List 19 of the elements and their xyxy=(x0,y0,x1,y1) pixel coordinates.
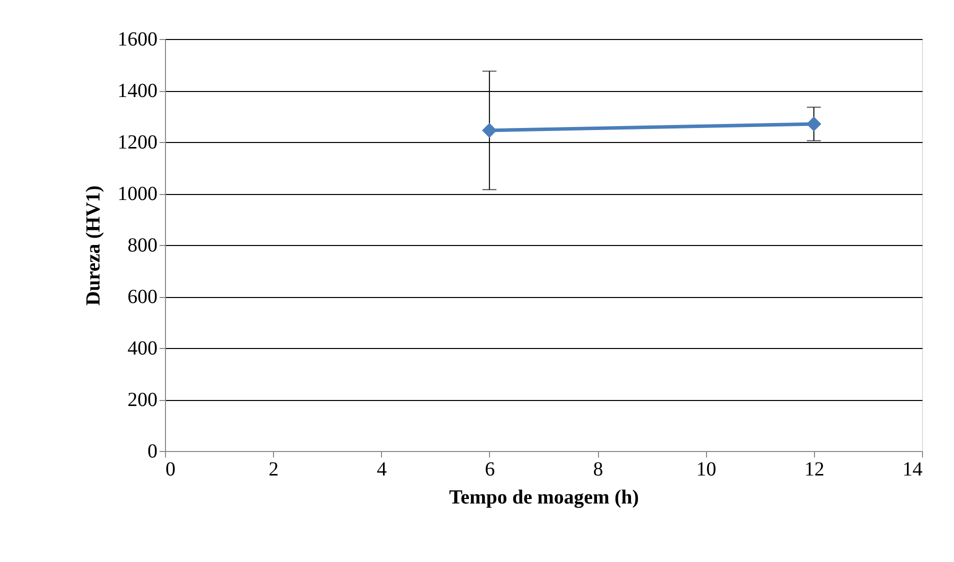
x-tick-label: 8 xyxy=(593,458,604,480)
y-tick-label: 400 xyxy=(128,338,158,360)
x-tick-label: 4 xyxy=(376,458,387,480)
x-tick-label: 0 xyxy=(166,458,176,480)
x-tick-label: 2 xyxy=(268,458,279,480)
x-axis-title: Tempo de moagem (h) xyxy=(449,486,639,508)
x-tick-label: 6 xyxy=(484,458,495,480)
y-tick-label: 0 xyxy=(148,440,158,462)
y-tick-label: 1000 xyxy=(118,183,158,205)
y-tick-label: 1200 xyxy=(118,132,158,154)
y-axis-title: Dureza (HV1) xyxy=(82,185,104,306)
y-tick-label: 1400 xyxy=(118,80,158,102)
x-tick-label: 10 xyxy=(696,458,716,480)
x-tick-label: 14 xyxy=(902,458,922,480)
x-tick-label: 12 xyxy=(804,458,824,480)
y-tick-label: 200 xyxy=(128,389,158,411)
y-tick-label: 1600 xyxy=(118,28,158,50)
y-tick-label: 600 xyxy=(128,286,158,308)
y-tick-label: 800 xyxy=(128,234,158,256)
